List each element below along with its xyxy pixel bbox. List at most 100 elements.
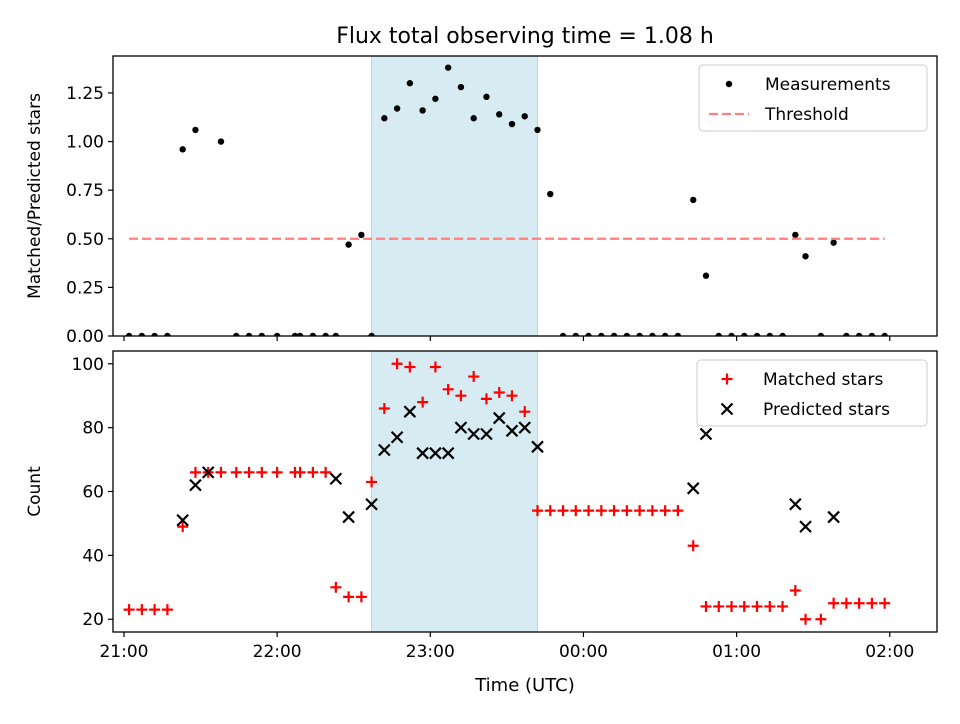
measurements-point (432, 95, 439, 102)
matched-stars-point (404, 361, 416, 373)
measurements-point (345, 241, 352, 248)
measurements-point (125, 332, 133, 336)
y-tick-label: 0.00 (66, 327, 104, 347)
measurements-point (690, 196, 697, 204)
matched-stars-point (659, 505, 671, 517)
measurements-point (164, 332, 171, 336)
plot-area (123, 358, 891, 625)
matched-stars-point (646, 505, 658, 517)
matched-stars-point (595, 505, 607, 517)
predicted-stars-point (189, 478, 202, 492)
measurements-point (585, 332, 592, 336)
matched-stars-point (189, 466, 201, 478)
measurements-point (483, 93, 490, 101)
legend: Matched stars Predicted stars (696, 359, 928, 427)
measurements-point (245, 332, 253, 336)
matched-stars-point (866, 597, 878, 609)
measurements-point (598, 332, 605, 336)
x-tick-label: 02:00 (865, 642, 914, 662)
matched-stars-point (429, 361, 441, 373)
measurements-point (309, 332, 317, 336)
measurements-point (322, 332, 329, 336)
predicted-stars-point (454, 421, 468, 434)
predicted-stars-point (416, 446, 429, 460)
matched-stars-point (271, 466, 283, 478)
axes-frame (112, 55, 938, 337)
matched-stars-point (161, 604, 173, 616)
y-tick-label: 0.75 (66, 181, 104, 201)
x-tick-label: 23:00 (406, 642, 455, 662)
measurements-point (636, 332, 643, 336)
measurements-point (534, 126, 541, 134)
matched-stars-point (621, 505, 633, 517)
measurements-point (151, 332, 158, 336)
matched-stars-point (557, 505, 569, 517)
predicted-stars-point (518, 421, 532, 434)
legend-label: Matched stars (763, 370, 883, 390)
legend-label: Threshold (764, 105, 849, 125)
x-tick-label: 00:00 (559, 642, 608, 662)
measurements-point (702, 272, 710, 279)
measurements-point (649, 332, 656, 336)
measurements-point (753, 332, 761, 336)
measurements-point (868, 332, 876, 336)
measurements-point (138, 332, 146, 336)
y-tick-label: 40 (82, 546, 104, 566)
measurements-point (291, 332, 299, 336)
measurements-point (741, 332, 748, 336)
matched-stars-point (800, 613, 812, 625)
legend-box (698, 64, 928, 132)
matched-stars-point (123, 604, 135, 616)
matched-stars-point (672, 505, 684, 517)
measurements-point (547, 190, 554, 198)
matched-stars-point (177, 521, 189, 533)
matched-stars-point (215, 466, 227, 478)
matched-stars-point (136, 604, 148, 616)
measurements-point (381, 115, 388, 122)
matched-stars-point (751, 600, 763, 612)
measurements-point (457, 83, 465, 91)
predicted-stars-point (201, 466, 215, 479)
matched-stars-point (815, 613, 827, 625)
matched-stars-point (355, 591, 367, 603)
x-tick-label: 01:00 (712, 642, 761, 662)
matched-stars-point (634, 505, 646, 517)
x-tick-label: 22:00 (253, 642, 302, 662)
measurements-point (179, 146, 186, 153)
measurements-point (728, 332, 735, 336)
matched-stars-point (330, 581, 342, 593)
matched-stars-point (343, 591, 355, 603)
measurements-point (217, 138, 225, 145)
predicted-stars-point (390, 430, 404, 444)
predicted-stars-point (531, 440, 544, 454)
predicted-stars-point (686, 482, 700, 495)
legend-label: Measurements (765, 75, 891, 95)
predicted-stars-point (329, 472, 343, 486)
y-tick-label: 100 (72, 355, 104, 375)
matched-stars-point (544, 505, 556, 517)
predicted-stars-point (403, 405, 417, 418)
y-tick-label: 1.25 (66, 84, 104, 104)
legend-swatch (721, 373, 733, 385)
top-panel-measurements-ratio: 0.00 0.25 0.50 0.75 1.00 1.25 Matched/Predicte… (25, 55, 938, 347)
predicted-stars-point (378, 443, 391, 457)
measurements-point (610, 332, 618, 336)
measurements-point (470, 115, 477, 122)
measurements-point (368, 332, 375, 336)
matched-stars-point (532, 505, 544, 517)
measurements-point (332, 332, 340, 336)
measurements-point (273, 332, 281, 336)
matched-stars-point (608, 505, 620, 517)
y-axis-label: Matched/Predicted stars (25, 93, 45, 299)
matched-stars-point (391, 358, 403, 370)
predicted-stars-point (789, 497, 802, 511)
predicted-stars-point (441, 446, 455, 460)
observing-window-span (371, 350, 539, 633)
matched-stars-point (570, 505, 582, 517)
matched-stars-point (294, 466, 306, 478)
measurements-point (766, 332, 773, 336)
legend-box (696, 359, 928, 427)
matched-stars-point (442, 383, 454, 395)
matched-stars-point (840, 597, 852, 609)
